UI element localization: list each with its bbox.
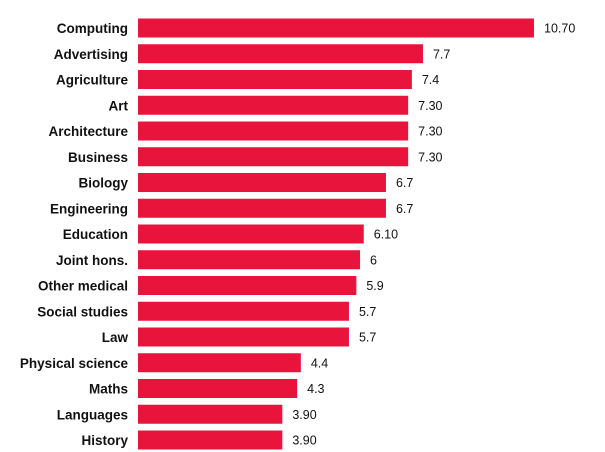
category-label-art: Art: [109, 98, 129, 113]
category-label-agriculture: Agriculture: [56, 73, 129, 88]
value-label-biology: 6.7: [396, 176, 413, 190]
value-label-maths: 4.3: [307, 382, 324, 396]
bar-history: [138, 430, 283, 450]
category-label-biology: Biology: [79, 176, 129, 191]
value-label-art: 7.30: [418, 99, 442, 113]
value-label-advertising: 7.7: [433, 47, 450, 61]
category-label-social-studies: Social studies: [37, 304, 128, 319]
value-label-engineering: 6.7: [396, 202, 413, 216]
value-label-joint-hons: 6: [370, 253, 377, 267]
value-label-physical-science: 4.4: [311, 356, 328, 370]
value-label-education: 6.10: [374, 228, 398, 242]
bar-languages: [138, 404, 283, 424]
value-label-social-studies: 5.7: [359, 305, 376, 319]
bar-education: [138, 224, 364, 244]
category-label-business: Business: [68, 150, 128, 165]
value-labels-group: 10.70 7.7 7.4 7.30 7.30 7.30 6.7 6.7 6.10 6 5.9 5.7…: [292, 22, 575, 448]
category-labels-group: Computing Advertising Agriculture Art Archit…: [20, 21, 129, 448]
bar-computing: [138, 18, 534, 38]
category-label-engineering: Engineering: [50, 201, 128, 216]
bar-art: [138, 95, 409, 115]
category-label-law: Law: [102, 330, 129, 345]
bar-social-studies: [138, 301, 349, 321]
bar-advertising: [138, 44, 423, 64]
category-label-education: Education: [63, 227, 128, 242]
value-label-architecture: 7.30: [418, 125, 442, 139]
bar-law: [138, 327, 349, 347]
category-label-physical-science: Physical science: [20, 356, 129, 371]
category-label-advertising: Advertising: [54, 47, 128, 62]
bar-other-medical: [138, 276, 357, 295]
value-label-languages: 3.90: [292, 408, 316, 422]
bar-architecture: [138, 121, 409, 141]
category-label-history: History: [81, 433, 128, 448]
bar-agriculture: [138, 70, 412, 89]
category-label-joint-hons: Joint hons.: [56, 253, 128, 268]
bar-joint-hons: [138, 250, 361, 270]
category-label-architecture: Architecture: [48, 124, 128, 139]
bar-physical-science: [138, 353, 301, 373]
value-label-agriculture: 7.4: [422, 73, 439, 87]
category-label-languages: Languages: [57, 407, 128, 422]
value-label-computing: 10.70: [544, 22, 575, 36]
bar-engineering: [138, 198, 386, 218]
value-label-law: 5.7: [359, 331, 376, 345]
value-label-business: 7.30: [418, 150, 442, 164]
value-label-other-medical: 5.9: [366, 279, 383, 293]
value-label-history: 3.90: [292, 434, 316, 448]
category-label-computing: Computing: [57, 21, 128, 36]
bar-business: [138, 147, 409, 167]
category-label-maths: Maths: [89, 382, 128, 397]
bar-biology: [138, 173, 386, 192]
bar-maths: [138, 379, 298, 398]
bars-group: [138, 18, 534, 450]
category-label-other-medical: Other medical: [38, 279, 128, 294]
